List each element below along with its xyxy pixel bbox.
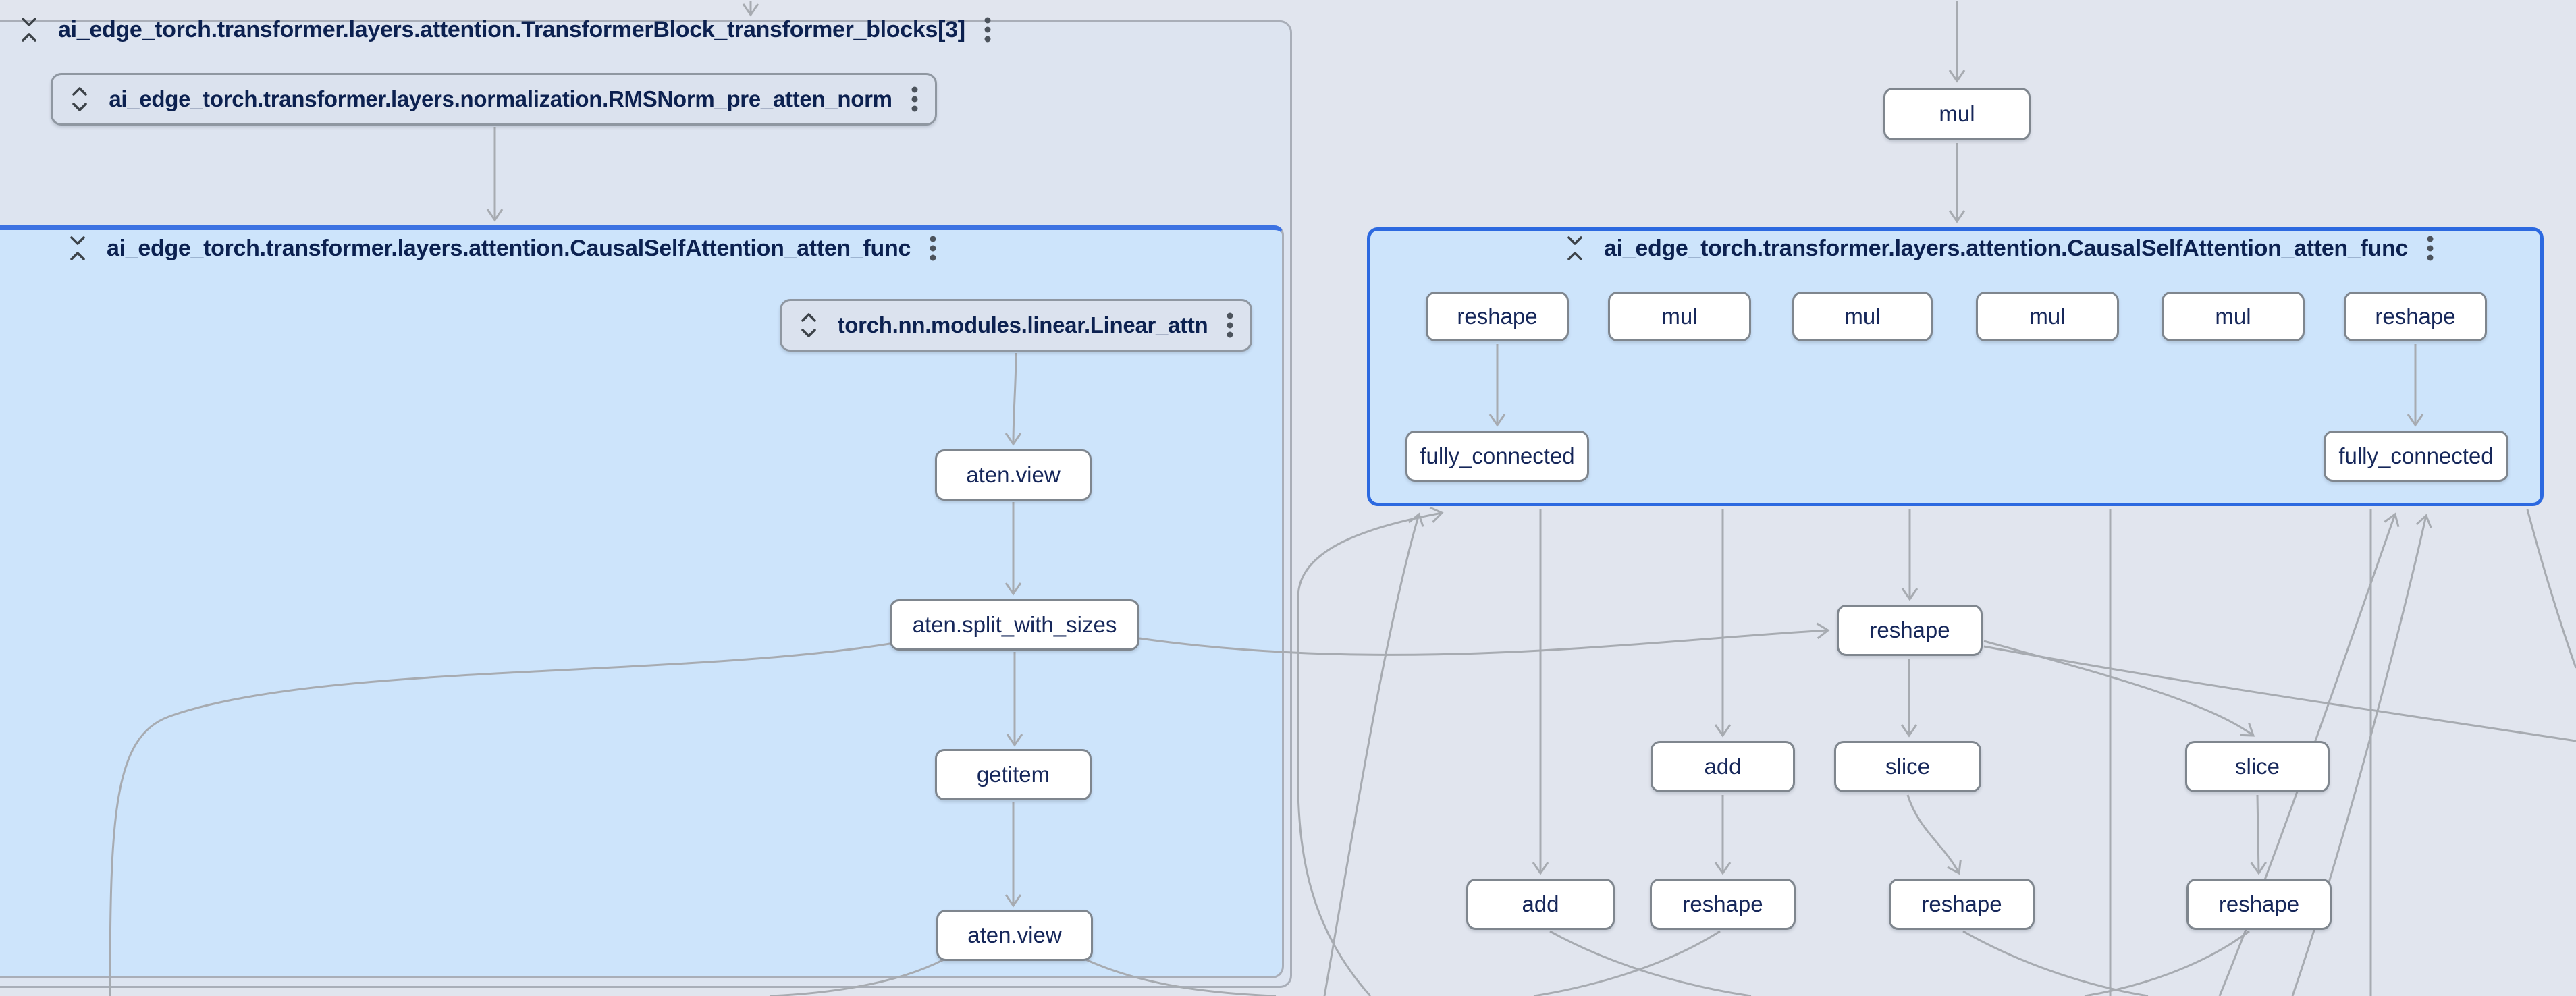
op-node-reshape-b1[interactable]: reshape [1650, 879, 1796, 930]
edge [1984, 646, 2576, 741]
op-node-label: mul [1844, 304, 1880, 329]
op-node-label: getitem [977, 762, 1050, 787]
unfold-more-icon[interactable] [68, 86, 91, 113]
op-node-label: mul [1939, 101, 1975, 127]
kebab-icon[interactable] [910, 86, 919, 113]
op-node-label: slice [1885, 754, 1930, 779]
op-node-fully-connected-right[interactable]: fully_connected [2324, 431, 2508, 482]
edge [1550, 931, 1751, 996]
op-node-label: reshape [1457, 304, 1537, 329]
op-node-reshape-b2[interactable]: reshape [1889, 879, 2035, 930]
op-node-label: reshape [2219, 891, 2299, 917]
edge [2085, 931, 2249, 996]
op-node-label: add [1704, 754, 1741, 779]
layer-panel-header-transformer-block: ai_edge_torch.transformer.layers.attenti… [18, 16, 992, 43]
op-node-label: aten.view [966, 462, 1060, 488]
op-node-mul-top[interactable]: mul [1883, 88, 2031, 140]
op-node-mul-r1[interactable]: mul [1608, 292, 1751, 341]
op-node-add-2[interactable]: add [1466, 879, 1615, 930]
unfold-more-icon[interactable] [797, 312, 820, 339]
op-node-slice-1[interactable]: slice [1834, 741, 1981, 792]
op-node-label: aten.split_with_sizes [913, 612, 1117, 638]
edge [1298, 513, 1442, 996]
op-node-reshape-r2[interactable]: reshape [2344, 292, 2487, 341]
op-node-fully-connected-left[interactable]: fully_connected [1405, 431, 1589, 482]
op-node-mul-r2[interactable]: mul [1792, 292, 1933, 341]
op-node-getitem[interactable]: getitem [935, 749, 1092, 800]
layer-panel-header-causal-self-attention-right: ai_edge_torch.transformer.layers.attenti… [1563, 235, 2435, 262]
op-node-mul-r4[interactable]: mul [2162, 292, 2305, 341]
op-node-label: reshape [1682, 891, 1763, 917]
op-node-label: mul [2029, 304, 2065, 329]
edge [2257, 795, 2259, 873]
graph-canvas[interactable]: ai_edge_torch.transformer.layers.attenti… [0, 0, 2576, 996]
op-node-slice-2[interactable]: slice [2185, 741, 2330, 792]
op-node-label: reshape [2375, 304, 2455, 329]
kebab-icon[interactable] [928, 235, 938, 262]
layer-panel-title: ai_edge_torch.transformer.layers.attenti… [107, 236, 911, 262]
op-node-reshape-b3[interactable]: reshape [2186, 879, 2332, 930]
op-node-label: aten.view [967, 922, 1061, 948]
unfold-less-icon[interactable] [66, 235, 89, 262]
op-node-label: reshape [1921, 891, 2002, 917]
edge [1963, 931, 2148, 996]
op-node-aten-view-1[interactable]: aten.view [935, 449, 1092, 501]
edge [1984, 641, 2253, 736]
op-node-add-1[interactable]: add [1651, 741, 1795, 792]
layer-panel-title: ai_edge_torch.transformer.layers.attenti… [58, 17, 965, 43]
op-node-label: mul [2215, 304, 2251, 329]
op-node-label: slice [2235, 754, 2280, 779]
kebab-icon[interactable] [2425, 235, 2435, 262]
op-node-label: add [1522, 891, 1559, 917]
unfold-less-icon[interactable] [1563, 235, 1586, 262]
op-node-reshape-mid[interactable]: reshape [1837, 605, 1983, 656]
layer-panel-title: ai_edge_torch.transformer.layers.attenti… [1604, 236, 2408, 262]
op-node-aten-view-2[interactable]: aten.view [936, 910, 1093, 961]
edge [2527, 509, 2576, 668]
layer-node-label: ai_edge_torch.transformer.layers.normali… [109, 86, 892, 112]
edge [1908, 795, 1959, 873]
op-node-aten-split-with-sizes[interactable]: aten.split_with_sizes [890, 599, 1139, 651]
op-node-label: mul [1661, 304, 1697, 329]
unfold-less-icon[interactable] [18, 16, 41, 43]
layer-panel-header-causal-self-attention-left: ai_edge_torch.transformer.layers.attenti… [66, 235, 938, 262]
layer-node-rmsnorm[interactable]: ai_edge_torch.transformer.layers.normali… [51, 73, 937, 126]
op-node-mul-r3[interactable]: mul [1976, 292, 2119, 341]
kebab-icon[interactable] [983, 16, 992, 43]
layer-node-label: torch.nn.modules.linear.Linear_attn [838, 312, 1208, 338]
edge [1324, 514, 1419, 996]
layer-node-linear-attn[interactable]: torch.nn.modules.linear.Linear_attn [780, 299, 1252, 352]
op-node-label: fully_connected [1420, 443, 1574, 469]
kebab-icon[interactable] [1225, 312, 1235, 339]
edge [1534, 931, 1720, 996]
op-node-label: reshape [1869, 617, 1950, 643]
op-node-label: fully_connected [2338, 443, 2493, 469]
op-node-reshape-r1[interactable]: reshape [1426, 292, 1569, 341]
